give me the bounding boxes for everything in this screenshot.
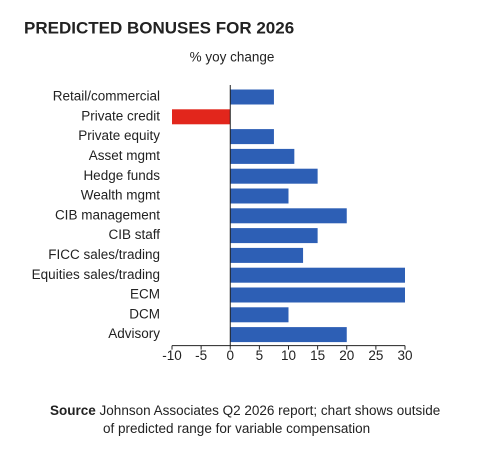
bar	[230, 208, 347, 224]
x-tick-label: 0	[226, 348, 234, 363]
bar	[230, 89, 274, 105]
y-tick-label: Wealth mgmt	[81, 188, 161, 203]
chart-title: PREDICTED BONUSES FOR 2026	[24, 18, 294, 37]
bar	[230, 228, 318, 244]
y-tick-label: Hedge funds	[83, 168, 160, 183]
y-tick-label: ECM	[130, 287, 160, 302]
bar	[230, 267, 405, 283]
y-tick-label: CIB staff	[108, 227, 160, 242]
bar	[230, 247, 304, 263]
y-tick-label: CIB management	[55, 207, 160, 222]
bar	[230, 129, 274, 145]
bar	[230, 148, 295, 164]
bar	[230, 188, 289, 204]
x-tick-label: -10	[162, 348, 182, 363]
y-tick-label: Advisory	[108, 326, 160, 341]
x-tick-label: 10	[281, 348, 296, 363]
x-tick-label: 20	[339, 348, 354, 363]
chart-subtitle: % yoy change	[190, 50, 275, 65]
source-text: Johnson Associates Q2 2026 report; chart…	[99, 403, 441, 436]
x-tick-label: -5	[195, 348, 207, 363]
y-tick-label: DCM	[129, 306, 160, 321]
x-tick-label: 25	[368, 348, 383, 363]
chart: PREDICTED BONUSES FOR 2026 % yoy change …	[24, 18, 413, 363]
y-tick-label: Asset mgmt	[89, 148, 161, 163]
y-tick-label: Private credit	[81, 108, 160, 123]
y-tick-label: Equities sales/trading	[32, 267, 160, 282]
x-tick-label: 15	[310, 348, 325, 363]
bar	[230, 168, 318, 184]
bar	[230, 307, 289, 323]
y-tick-label: Private equity	[78, 128, 160, 143]
bar	[230, 327, 347, 343]
source-note: Source Johnson Associates Q2 2026 report…	[50, 402, 450, 438]
bar	[230, 287, 405, 303]
x-tick-label: 5	[256, 348, 264, 363]
source-label: Source	[50, 403, 96, 418]
bar	[172, 109, 231, 125]
y-tick-label: Retail/commercial	[53, 89, 160, 104]
x-tick-label: 30	[397, 348, 412, 363]
y-tick-label: FICC sales/trading	[48, 247, 160, 262]
